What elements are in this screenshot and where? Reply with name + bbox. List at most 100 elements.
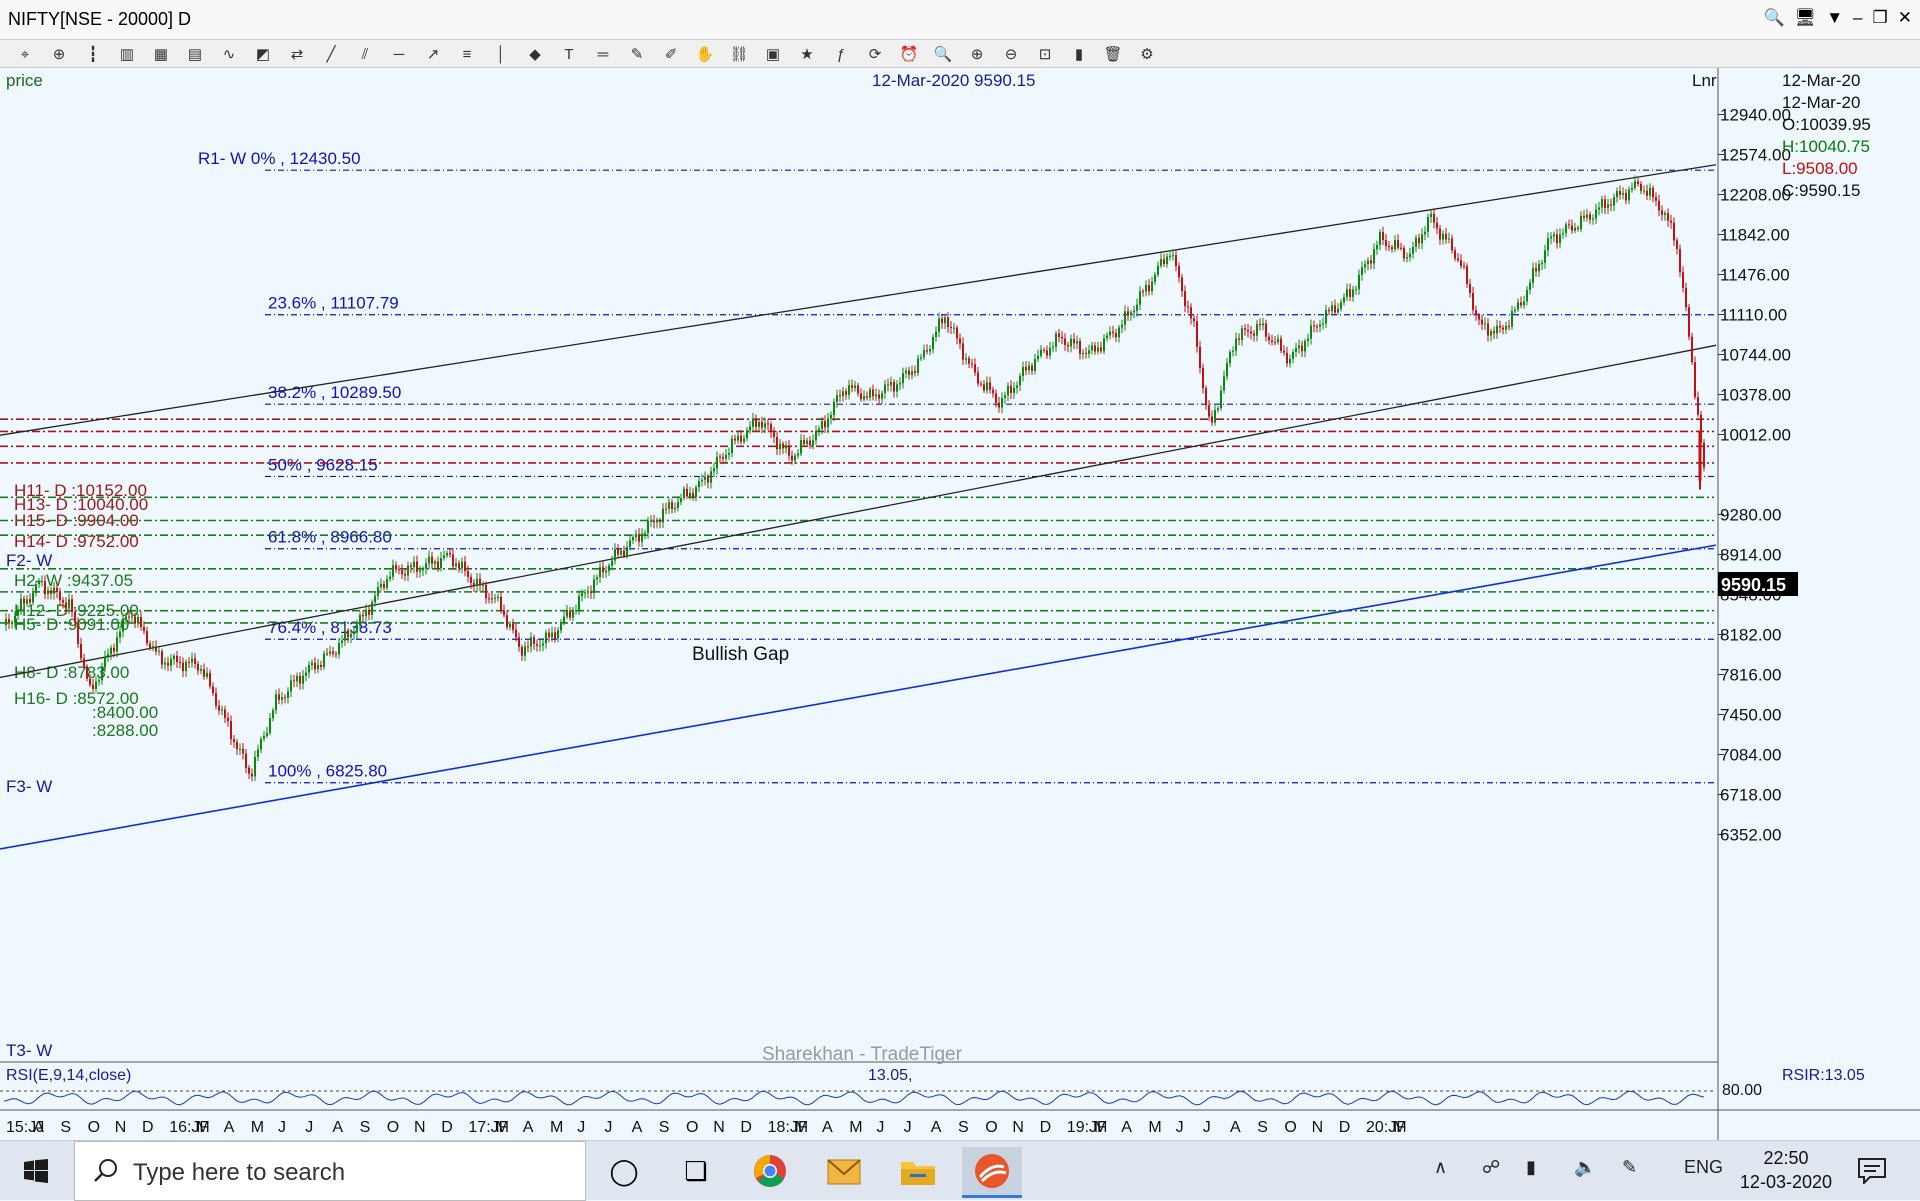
bar-chart-icon[interactable]: ▥ [119, 46, 135, 63]
taskbar-search-box[interactable]: Type here to search [74, 1141, 586, 1201]
candle-body [1457, 258, 1459, 261]
zoom-out-icon[interactable]: ⊖ [1004, 46, 1018, 63]
rsi-level-label: 80.00 [1722, 1082, 1762, 1099]
tradetiger-app-icon[interactable] [962, 1147, 1022, 1198]
ohlc-icon[interactable]: ▤ [187, 46, 203, 63]
candle-body [938, 318, 940, 332]
y-tick-label: 7816.00 [1720, 666, 1781, 685]
brush-icon[interactable]: ✐ [664, 46, 678, 63]
candle-body [173, 655, 175, 659]
scale-label[interactable]: Lnr [1692, 71, 1717, 90]
link-icon[interactable]: ⛓ [729, 46, 749, 63]
dropdown-icon[interactable]: ▼ [1826, 8, 1844, 27]
zoom-icon[interactable]: 🔍 [933, 46, 953, 63]
candle-body [1613, 197, 1615, 206]
price-axis-panel [1718, 68, 1920, 1140]
task-view-icon[interactable]: ❏ [684, 1155, 708, 1186]
candle-body [530, 637, 532, 647]
text-icon[interactable]: T [564, 45, 574, 63]
upper-channel-line[interactable] [0, 164, 1717, 436]
pencil-icon[interactable]: ✎ [630, 46, 644, 63]
candle-body [227, 717, 229, 722]
line-chart-icon[interactable]: ∿ [222, 46, 236, 63]
candle-body [1493, 331, 1495, 334]
trend-line-icon[interactable]: ╱ [326, 46, 336, 63]
candle-body [491, 598, 493, 600]
candle-body [911, 371, 913, 376]
crosshair-icon[interactable]: ⊕ [52, 46, 66, 63]
candle-body [977, 372, 979, 384]
indicator-icon[interactable]: ƒ [836, 45, 846, 63]
windows-start-button[interactable] [6, 1147, 66, 1195]
candle-body [1316, 326, 1318, 328]
rotate-icon[interactable]: ⟳ [868, 46, 882, 63]
candle-body [209, 672, 211, 687]
candle-body [473, 582, 475, 587]
candle-icon[interactable]: ▦ [153, 46, 169, 63]
search-icon[interactable]: 🔍 [1763, 8, 1785, 27]
template-icon[interactable]: ▣ [765, 46, 781, 63]
close-button[interactable]: ✕ [1897, 8, 1912, 27]
candle-body [374, 595, 376, 603]
candle-body [269, 718, 271, 733]
notifications-icon[interactable] [1842, 1147, 1902, 1195]
zoom-fit-icon[interactable]: ⊡ [1038, 46, 1052, 63]
network-icon[interactable]: ☍ [1482, 1157, 1501, 1177]
pen-icon[interactable]: ✎ [1622, 1157, 1638, 1177]
bar-style-icon[interactable]: ┇ [88, 46, 98, 63]
object-icon[interactable]: ◆ [529, 46, 541, 63]
fib-icon[interactable]: ≡ [462, 45, 472, 63]
candle-body [1367, 260, 1369, 265]
x-tick-label: 17:JF [468, 1119, 508, 1136]
compare-icon[interactable]: ⇄ [290, 46, 304, 63]
vertical-line-icon[interactable]: │ [496, 45, 506, 63]
area-icon[interactable]: ◩ [255, 46, 271, 63]
candle-body [566, 610, 568, 617]
language-indicator[interactable]: ENG [1684, 1157, 1724, 1177]
channel-icon[interactable]: ⫽ [361, 45, 369, 63]
settings-icon[interactable]: ⚙ [1140, 46, 1154, 63]
hand-icon[interactable]: ✋ [695, 46, 715, 63]
candle-body [560, 622, 562, 631]
minimize-button[interactable]: – [1853, 8, 1863, 27]
candle-body [1592, 218, 1594, 220]
monitor-icon[interactable]: 🖥 [1794, 8, 1817, 27]
candle-body [1271, 340, 1273, 342]
restore-button[interactable]: ❐ [1872, 8, 1888, 27]
candle-body [758, 422, 760, 427]
bullish-gap-annotation: Bullish Gap [692, 644, 789, 665]
x-tick-label: A [332, 1119, 343, 1136]
star-icon[interactable]: ★ [800, 46, 814, 63]
chrome-icon[interactable] [740, 1147, 800, 1195]
cortana-icon[interactable]: ◯ [609, 1155, 639, 1186]
mail-app-icon[interactable] [814, 1147, 874, 1195]
alert-icon[interactable]: ⏰ [899, 46, 919, 63]
candle-body [494, 597, 496, 599]
candle-body [1112, 331, 1114, 334]
cursor-icon[interactable]: ⌖ [20, 45, 30, 63]
candle-body [998, 402, 1000, 408]
file-explorer-icon[interactable] [888, 1147, 948, 1195]
line-icon[interactable]: ─ [393, 45, 405, 63]
long-term-support-line[interactable] [0, 544, 1717, 850]
volume-icon[interactable]: ▮ [1074, 46, 1084, 63]
show-hidden-icons[interactable]: ∧ [1434, 1157, 1448, 1177]
candle-body [1340, 302, 1342, 309]
ohlc-date: 12-Mar-20 [1782, 71, 1860, 90]
delete-icon[interactable]: 🗑 [1103, 46, 1123, 63]
horizontal-line-icon[interactable]: ═ [597, 45, 609, 63]
volume-icon[interactable]: 🔈 [1574, 1157, 1597, 1177]
y-tick-label: 7084.00 [1720, 746, 1781, 765]
candle-body [425, 563, 427, 569]
lower-channel-line[interactable] [0, 344, 1717, 679]
candle-body [104, 656, 106, 668]
battery-icon[interactable]: ▮ [1526, 1157, 1536, 1177]
candle-body [941, 318, 943, 324]
candle-body [554, 632, 556, 639]
taskbar-clock[interactable]: 22:50 12-03-2020 [1740, 1146, 1832, 1194]
ray-icon[interactable]: ↗ [426, 46, 440, 63]
candle-body [368, 610, 370, 615]
candle-body [1058, 333, 1060, 337]
zoom-in-icon[interactable]: ⊕ [970, 46, 984, 63]
price-chart[interactable]: R1- W 0% , 12430.50 23.6% , 11107.79 38.2%… [0, 68, 1920, 1140]
